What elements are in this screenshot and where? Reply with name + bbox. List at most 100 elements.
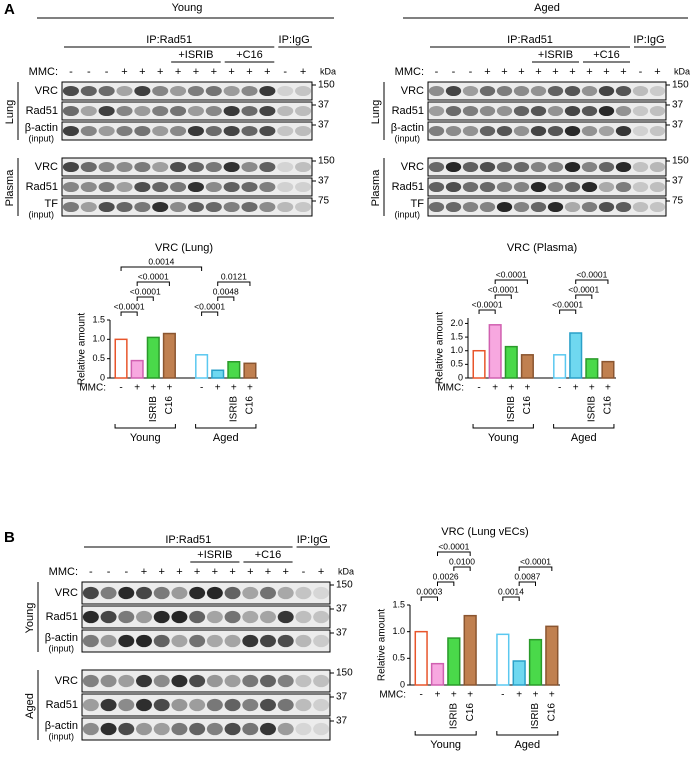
blot-band [171, 586, 188, 600]
mmc-label: MMC: [49, 566, 78, 578]
blot-band [428, 105, 445, 117]
blot-band [295, 722, 312, 736]
y-axis-label: Relative amount [77, 313, 88, 385]
mmc-sign: + [265, 566, 271, 578]
mmc-sign: + [605, 383, 611, 394]
blot-band [632, 85, 649, 97]
marker-label: 37 [336, 604, 348, 615]
significance-bracket [494, 294, 512, 299]
bar [243, 362, 257, 379]
row-label: β-actin [391, 122, 424, 134]
section-label: Plasma [4, 169, 16, 207]
blot-band [82, 674, 99, 688]
blot-band [80, 201, 97, 213]
blot-band [224, 634, 241, 648]
x-tick-label: ISRIB [228, 396, 239, 422]
row-label: Rad51 [26, 181, 58, 193]
marker-label: 150 [672, 156, 689, 167]
group-label: Young [430, 739, 461, 751]
y-tick-label: 0.5 [450, 359, 463, 369]
blot-band [80, 181, 97, 193]
group-label: Aged [534, 2, 560, 14]
blot-band [205, 125, 222, 137]
blot-band [277, 634, 294, 648]
blot-band [62, 105, 79, 117]
mmc-sign: + [524, 383, 530, 394]
blot-band [241, 125, 258, 137]
blot-band [136, 610, 152, 624]
blot-band [632, 201, 649, 213]
blot-band [649, 105, 666, 117]
blot-band [428, 125, 445, 137]
bar [520, 354, 534, 379]
blot-row [61, 157, 313, 177]
mmc-label: MMC: [437, 383, 464, 394]
blot-band [260, 698, 276, 712]
p-value: 0.0014 [148, 256, 174, 266]
blot-band [205, 161, 222, 173]
marker-label: 150 [672, 80, 689, 91]
blot-band [632, 125, 649, 137]
blot-band [260, 634, 276, 648]
mmc-sign: - [105, 66, 109, 78]
blot-band [136, 698, 152, 712]
p-value: 0.0026 [433, 571, 459, 581]
p-value: <0.0001 [194, 301, 225, 311]
p-value: <0.0001 [138, 271, 169, 281]
significance-bracket [420, 596, 438, 601]
bar [585, 358, 599, 379]
bar [146, 336, 160, 379]
blot-band [313, 698, 330, 712]
mmc-sign: + [150, 383, 156, 394]
blot-band [170, 161, 187, 173]
blot-band [171, 698, 188, 712]
x-tick-label: C16 [164, 396, 175, 415]
blot-band [295, 634, 312, 648]
p-value: <0.0001 [114, 301, 145, 311]
blot-band [615, 125, 632, 137]
blot-band [581, 125, 598, 137]
x-tick-label: ISRIB [506, 396, 517, 422]
x-tick-label: C16 [522, 396, 533, 415]
mmc-sign: + [603, 66, 609, 78]
blot-row [81, 605, 331, 629]
blot-band [295, 201, 312, 213]
blot-band [152, 105, 169, 117]
blot-band [513, 105, 530, 117]
blot-band [598, 181, 615, 193]
blot-band [428, 161, 445, 173]
blot-band [598, 105, 615, 117]
blot-band [223, 181, 240, 193]
marker-label: 37 [336, 692, 348, 703]
marker-label: 75 [672, 196, 684, 207]
blot-band [242, 634, 259, 648]
y-tick-label: 0 [458, 372, 463, 382]
row-sublabel: (input) [28, 133, 54, 143]
blot-band [259, 85, 276, 97]
bar [130, 359, 144, 379]
blot-band [136, 674, 152, 688]
blot-band [513, 125, 530, 137]
marker-label: 37 [672, 176, 684, 187]
x-tick-label: ISRIB [148, 396, 159, 422]
p-value: 0.0003 [416, 586, 442, 596]
significance-bracket [478, 309, 496, 314]
blot-band [223, 85, 240, 97]
mmc-sign: + [212, 566, 218, 578]
mmc-sign: + [518, 66, 524, 78]
blot-band [581, 181, 598, 193]
blot-band [206, 586, 223, 600]
group-label: Aged [514, 739, 540, 751]
blot-band [547, 85, 564, 97]
mmc-sign: + [569, 66, 575, 78]
blot-band [189, 610, 206, 624]
bar [447, 637, 461, 686]
blot-band [581, 105, 598, 117]
blot-band [205, 201, 222, 213]
significance-bracket [217, 296, 235, 301]
marker-label: 75 [318, 196, 330, 207]
blot-band [295, 586, 312, 600]
blot-band [242, 674, 259, 688]
blot-band [152, 181, 169, 193]
